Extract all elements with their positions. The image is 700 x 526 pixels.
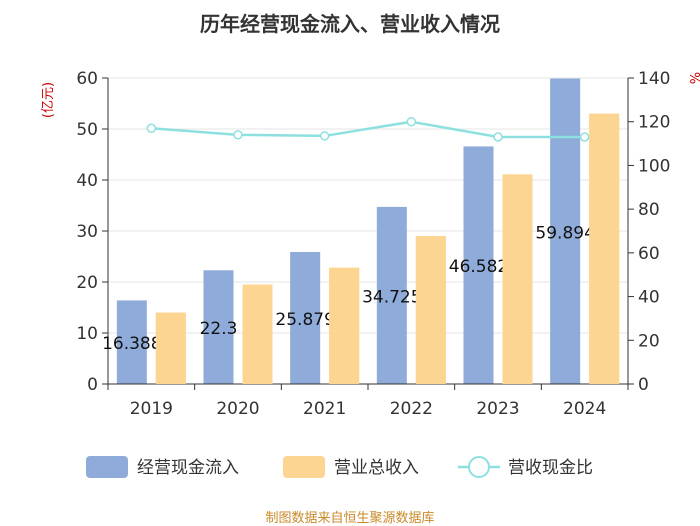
ratio-line: [146, 116, 590, 142]
bar-cash-inflow: [116, 300, 147, 384]
data-label-cash-inflow: 22.3: [200, 319, 238, 339]
y-right-tick-label: 100: [638, 156, 670, 176]
ratio-point: [146, 123, 157, 134]
y-right-tick-label: 20: [638, 331, 660, 351]
data-label-cash-inflow: 25.879: [275, 310, 334, 330]
chart: 0 10 20 30 40 50 60 0 20 40 60 80 100 120 140 (亿元)% 2019…: [41, 69, 700, 478]
legend-swatch-revenue: [283, 456, 325, 478]
x-tick-label: 2023: [476, 399, 519, 419]
y-right-tick-label: 40: [638, 288, 660, 308]
y-left-tick-label: 40: [76, 171, 98, 191]
bar-revenue-overlay: [589, 113, 620, 384]
legend: 经营现金流入 营业总收入 营收现金比: [86, 456, 593, 478]
grid-lines: [108, 77, 628, 334]
bar-revenue-overlay: [242, 284, 273, 384]
bar-revenue-overlay: [415, 236, 446, 384]
y-left-tick-label: 50: [76, 120, 98, 140]
data-label-cash-inflow: 46.582: [449, 257, 508, 277]
bar-cash-inflow: [203, 270, 234, 384]
y-right-tick-label: 140: [638, 69, 670, 89]
y-left-tick-label: 20: [76, 273, 98, 293]
ratio-point: [406, 116, 417, 127]
data-label-cash-inflow: 16.388: [102, 334, 161, 354]
ratio-point: [579, 132, 590, 142]
x-tick-label: 2021: [303, 399, 346, 419]
legend-swatch-cash-inflow: [86, 456, 128, 478]
y-left-tick-label: 30: [76, 222, 98, 242]
source-footer: 制图数据来自恒生聚源数据库: [265, 511, 435, 526]
bar-cash-inflow: [463, 146, 494, 384]
x-tick-label: 2024: [563, 399, 606, 419]
x-tick-label: 2020: [216, 399, 259, 419]
x-tick-label: 2019: [130, 399, 173, 419]
ratio-line-path: [151, 120, 585, 139]
bar-revenue-overlay: [329, 267, 360, 384]
x-tick-label: 2022: [390, 399, 433, 419]
legend-label-cash-inflow: 经营现金流入: [137, 458, 239, 478]
axes: 0 10 20 30 40 50 60 0 20 40 60 80 100 120 140 (亿元)% 2019…: [41, 69, 700, 419]
y-left-tick-label: 10: [76, 324, 98, 344]
data-label-cash-inflow: 34.725: [362, 287, 421, 307]
y-right-tick-label: 120: [638, 113, 670, 133]
legend-marker-ratio: [468, 456, 490, 478]
y-right-axis-label: %: [686, 72, 700, 84]
bar-cash-inflow: [376, 206, 407, 384]
data-labels: 16.388 22.3 25.879 34.725 46.582 59.894: [102, 113, 620, 384]
bar-revenue-overlay: [155, 312, 186, 384]
ratio-point: [493, 132, 503, 142]
legend-label-revenue: 营业总收入: [334, 458, 419, 478]
bar-revenue-overlay: [502, 174, 533, 384]
y-right-tick-label: 60: [638, 244, 660, 264]
y-left-tick-label: 60: [76, 69, 98, 89]
bar-cash-inflow: [290, 252, 321, 384]
y-left-tick-label: 0: [87, 375, 98, 395]
ratio-point: [233, 130, 243, 140]
ratio-point: [319, 131, 330, 141]
y-right-tick-label: 80: [638, 200, 660, 220]
y-right-tick-label: 0: [638, 375, 649, 395]
chart-title: 历年经营现金流入、营业收入情况: [200, 12, 500, 36]
data-label-cash-inflow: 59.894: [535, 223, 594, 243]
y-left-axis-label: (亿元): [41, 82, 56, 118]
bar-cash-inflow: [550, 78, 581, 385]
legend-label-ratio: 营收现金比: [508, 458, 593, 478]
